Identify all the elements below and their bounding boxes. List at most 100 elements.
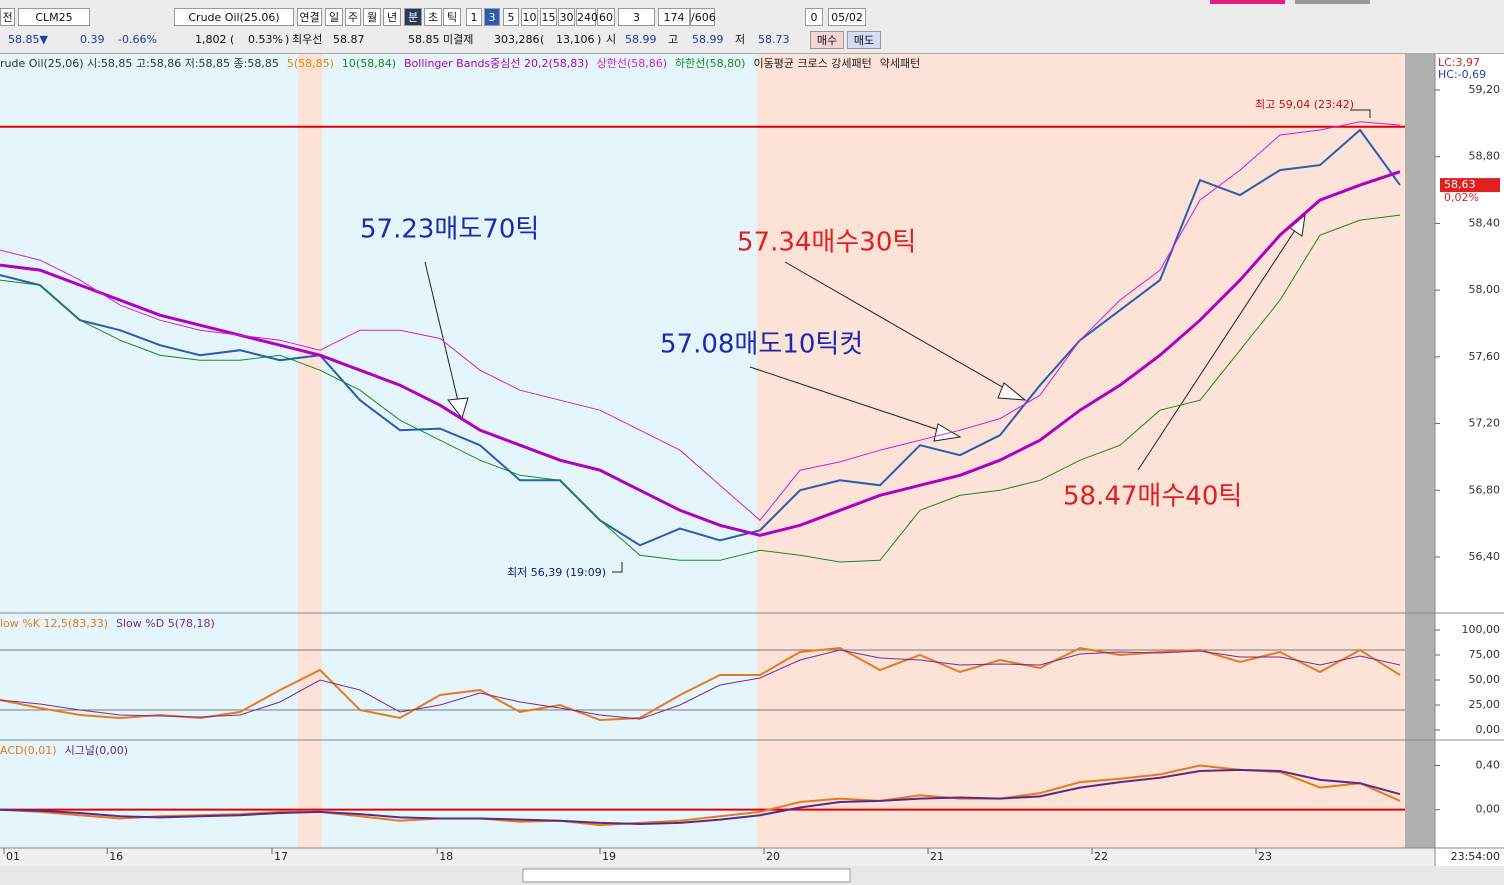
top-button[interactable] — [1210, 0, 1285, 4]
last-price-box — [1440, 178, 1500, 193]
quote-field: 58.99 — [625, 33, 657, 46]
quote-field: 58.87 — [333, 33, 365, 46]
toolbar-field[interactable]: 05/02 — [828, 8, 866, 26]
quote-field: 최우선 — [292, 33, 323, 46]
legend-item: low %K 12,5(83,33) — [0, 617, 108, 630]
y-axis-bg — [1435, 54, 1504, 866]
series-line — [0, 764, 1401, 827]
toolbar: 전 CLM25 Crude Oil(25.06) 연결 일 주 월 년 분 초 틱 1 3 5 10 15 30… — [0, 0, 1504, 54]
y-tick-label: 100,00 — [1462, 623, 1501, 636]
legend-item: Bollinger Bands중심선 20,2(58,83) — [404, 57, 589, 70]
series-line — [0, 768, 1401, 826]
quote-field: -0.66% — [118, 33, 157, 46]
y-tick-label: 0,40 — [1476, 759, 1501, 772]
y-tick-label: 57,60 — [1469, 350, 1501, 363]
toolbar-field[interactable]: CLM25 — [18, 8, 90, 26]
scroll-thumb[interactable] — [522, 868, 851, 883]
legend-item: Slow %D 5(78,18) — [116, 617, 215, 630]
x-tick-label: 20 — [766, 850, 780, 863]
quote-field: ) — [285, 33, 290, 46]
series-line — [0, 170, 1401, 537]
y-tick-label: 59,20 — [1469, 83, 1501, 96]
toolbar-field[interactable]: 1 — [466, 8, 482, 26]
legend-item: 5(58,85) — [287, 57, 334, 70]
annotation: 58.47매수40틱 — [1063, 482, 1242, 512]
toolbar-field[interactable]: 전 — [0, 8, 15, 26]
quote-field: 58.85▼ — [8, 33, 48, 46]
x-tick-label: 17 — [274, 850, 288, 863]
legend-item: 하한선(58,80) — [675, 56, 745, 70]
y-tick-label: 56,40 — [1469, 550, 1501, 563]
session-bg — [0, 54, 757, 848]
toolbar-field[interactable]: 틱 — [443, 8, 461, 26]
legend-item: 이동평균 크로스 강세패턴 — [753, 57, 871, 70]
y-tick-label: 58,40 — [1469, 216, 1501, 229]
series-line — [0, 121, 1401, 522]
last-price-label: 58,63 — [1444, 178, 1476, 191]
empty-area — [1405, 54, 1435, 848]
y-tick-label: 57,20 — [1469, 417, 1501, 430]
toolbar-field[interactable]: Crude Oil(25.06) — [174, 8, 294, 26]
legend-item: 10(58,84) — [342, 57, 396, 70]
y-tick-label: 75,00 — [1469, 648, 1501, 661]
quote-field: 58.85 — [408, 33, 440, 46]
toolbar-field[interactable]: 일 — [325, 8, 343, 26]
quote-field: ) — [597, 33, 602, 46]
legend-item: 시그널(0,00) — [65, 744, 128, 757]
quote-field: 58.99 — [692, 33, 724, 46]
toolbar-field[interactable]: /606 — [690, 8, 716, 26]
lc-label: LC:3,97 — [1438, 56, 1480, 69]
order-button[interactable]: 매도 — [847, 31, 881, 49]
quote-field: 0.39 — [80, 33, 105, 46]
toolbar-field[interactable]: 3 — [618, 8, 655, 26]
quote-field: 303,286 — [494, 33, 540, 46]
x-tick-label: 23 — [1258, 850, 1272, 863]
series-line — [0, 214, 1401, 563]
quote-field: 1,802 — [195, 33, 227, 46]
toolbar-field[interactable]: 3 — [484, 8, 500, 26]
toolbar-field[interactable]: 30 — [558, 8, 575, 26]
toolbar-field[interactable]: 년 — [383, 8, 401, 26]
toolbar-field[interactable]: 15 — [540, 8, 557, 26]
top-button[interactable] — [1295, 0, 1370, 4]
quote-field: 저 — [735, 33, 746, 46]
session-bg — [298, 54, 322, 848]
toolbar-field[interactable]: 240 — [576, 8, 598, 26]
toolbar-field[interactable]: 주 — [345, 8, 361, 26]
x-tick-label: 01 — [6, 850, 20, 863]
toolbar-field[interactable]: 60 — [597, 8, 615, 26]
annotation: 최고 59,04 (23:42) — [1255, 98, 1354, 111]
toolbar-field[interactable]: 174 — [658, 8, 690, 26]
series-line — [0, 128, 1401, 547]
toolbar-field[interactable]: 월 — [363, 8, 381, 26]
toolbar-field[interactable]: 0 — [805, 8, 823, 26]
x-tick-label: 21 — [930, 850, 944, 863]
quote-field: 0.53% — [248, 33, 283, 46]
toolbar-field[interactable]: 초 — [424, 8, 442, 26]
quote-field: 58.73 — [758, 33, 790, 46]
series-line — [0, 649, 1401, 720]
y-tick-label: 25,00 — [1469, 698, 1501, 711]
legend-item: ACD(0,01) — [0, 744, 57, 757]
order-button[interactable]: 매수 — [810, 31, 844, 49]
x-tick-label: 18 — [439, 850, 453, 863]
session-bg — [757, 54, 1405, 848]
x-tick-label: 22 — [1094, 850, 1108, 863]
toolbar-field[interactable]: 5 — [503, 8, 519, 26]
toolbar-field[interactable]: 분 — [404, 8, 422, 26]
quote-field: ( — [540, 33, 545, 46]
toolbar-field[interactable]: 10 — [521, 8, 538, 26]
hc-label: HC:-0,69 — [1438, 68, 1486, 81]
y-tick-label: 56,80 — [1469, 483, 1501, 496]
toolbar-field[interactable]: 연결 — [297, 8, 322, 26]
legend-item: 상한선(58,86) — [597, 57, 667, 70]
y-tick-label: 58,00 — [1469, 283, 1501, 296]
annotation: 57.34매수30틱 — [737, 228, 916, 258]
x-tick-label: 19 — [602, 850, 616, 863]
y-tick-label: 58,80 — [1469, 150, 1501, 163]
annotation: 57.23매도70틱 — [360, 215, 539, 245]
legend-item: rude Oil(25,06) 시:58,85 고:58,86 저:58,85 … — [0, 57, 279, 70]
x-end-label: 23:54:00 — [1451, 850, 1500, 863]
